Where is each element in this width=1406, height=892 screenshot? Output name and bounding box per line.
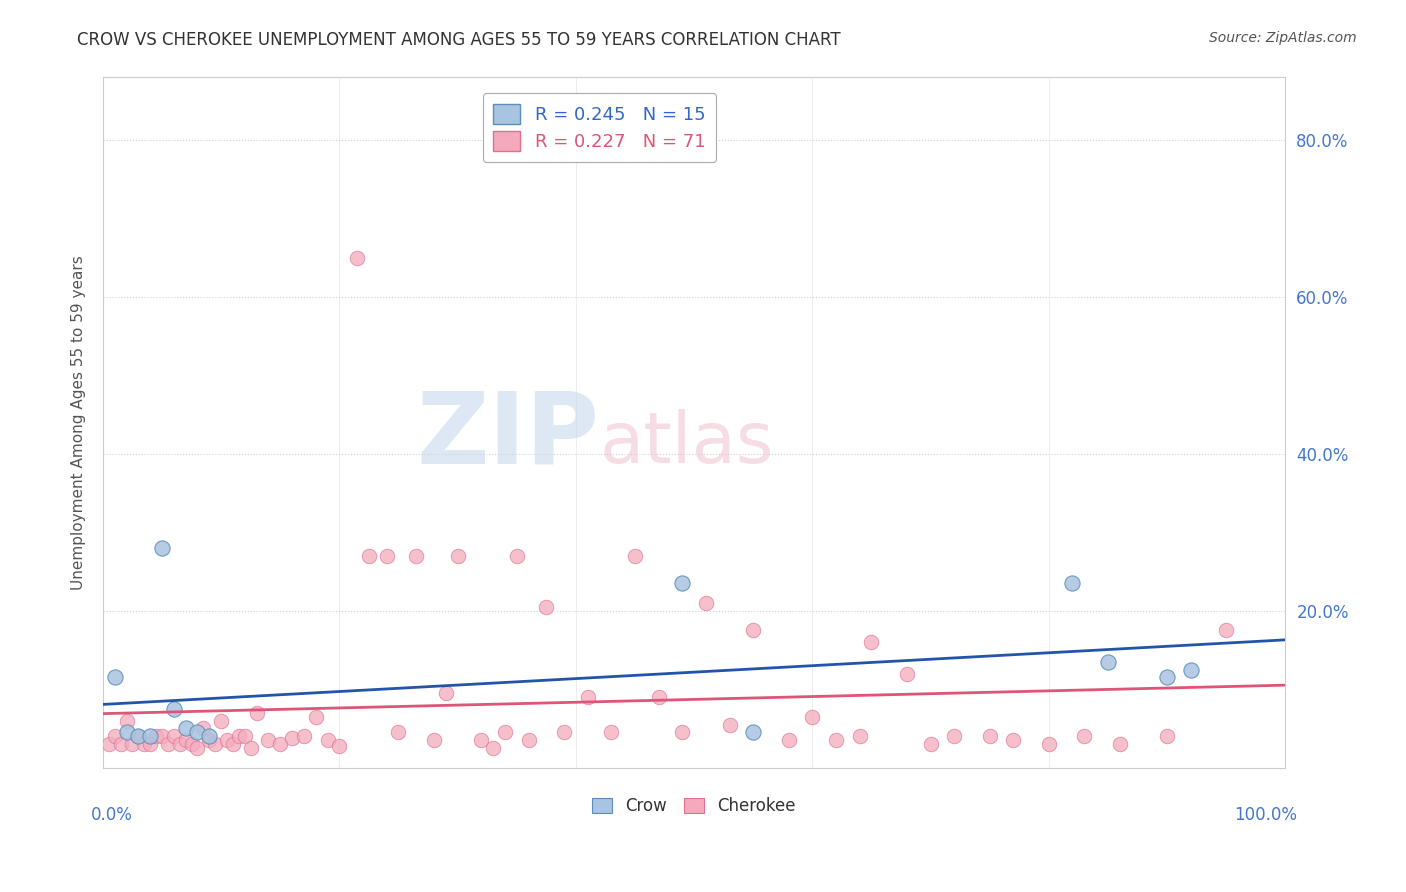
Point [316,733,339,747]
Point [647,690,669,705]
Point [104,729,127,743]
Point [1215,624,1237,638]
Point [127,729,149,743]
Point [742,624,765,638]
Point [174,722,197,736]
Point [115,714,138,728]
Point [156,737,179,751]
Point [434,686,457,700]
Point [920,737,942,751]
Point [115,725,138,739]
Point [110,737,132,751]
Point [346,251,368,265]
Point [695,596,717,610]
Text: ZIP: ZIP [416,388,599,485]
Point [97,737,120,751]
Point [150,541,173,555]
Point [742,725,765,739]
Point [104,671,127,685]
Point [1073,729,1095,743]
Point [163,729,186,743]
Point [405,549,427,563]
Point [239,741,262,756]
Point [198,733,221,747]
Point [174,733,197,747]
Point [979,729,1001,743]
Point [1002,733,1025,747]
Point [517,733,540,747]
Point [600,725,623,739]
Point [305,709,328,723]
Legend: Crow, Cherokee: Crow, Cherokee [586,790,803,822]
Point [1108,737,1130,751]
Point [292,729,315,743]
Point [423,733,446,747]
Point [482,741,505,756]
Point [257,733,280,747]
Point [671,576,693,591]
Point [121,737,143,751]
Point [186,741,208,756]
Point [943,729,966,743]
Point [718,717,741,731]
Point [233,729,256,743]
Point [1156,671,1178,685]
Point [624,549,647,563]
Point [180,737,202,751]
Text: CROW VS CHEROKEE UNEMPLOYMENT AMONG AGES 55 TO 59 YEARS CORRELATION CHART: CROW VS CHEROKEE UNEMPLOYMENT AMONG AGES… [77,31,841,49]
Point [139,729,162,743]
Point [494,725,516,739]
Text: 100.0%: 100.0% [1234,805,1296,823]
Point [204,737,226,751]
Point [671,725,693,739]
Point [127,729,149,743]
Point [193,722,215,736]
Text: 0.0%: 0.0% [91,805,134,823]
Point [576,690,599,705]
Point [825,733,848,747]
Point [801,709,824,723]
Point [186,725,208,739]
Point [375,549,398,563]
Point [446,549,468,563]
Point [169,737,191,751]
Point [387,725,409,739]
Point [198,729,221,743]
Point [860,635,883,649]
Point [896,666,918,681]
Point [134,737,156,751]
Point [246,706,269,720]
Point [848,729,870,743]
Point [139,737,162,751]
Point [269,737,291,751]
Point [328,739,350,753]
Point [281,731,304,745]
Y-axis label: Unemployment Among Ages 55 to 59 years: Unemployment Among Ages 55 to 59 years [72,255,86,590]
Point [1156,729,1178,743]
Text: atlas: atlas [599,409,773,478]
Point [222,737,245,751]
Point [536,599,558,614]
Point [357,549,380,563]
Point [506,549,529,563]
Point [150,729,173,743]
Point [1038,737,1060,751]
Point [778,733,800,747]
Point [163,702,186,716]
Point [553,725,575,739]
Text: Source: ZipAtlas.com: Source: ZipAtlas.com [1209,31,1357,45]
Point [1180,663,1202,677]
Point [145,729,167,743]
Point [209,714,232,728]
Point [1062,576,1084,591]
Point [215,733,238,747]
Point [228,729,250,743]
Point [470,733,492,747]
Point [1097,655,1119,669]
